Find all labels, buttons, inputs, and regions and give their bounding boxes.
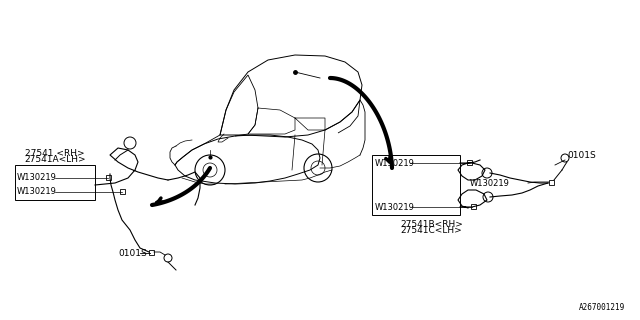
- Bar: [120, 189, 125, 194]
- Text: 27541C<LH>: 27541C<LH>: [400, 226, 461, 235]
- Text: 27541A<LH>: 27541A<LH>: [24, 155, 86, 164]
- Text: A267001219: A267001219: [579, 303, 625, 312]
- Text: 27541B<RH>: 27541B<RH>: [400, 220, 463, 229]
- Bar: [106, 175, 111, 180]
- Text: W130219: W130219: [375, 203, 415, 212]
- Text: 0101S: 0101S: [567, 150, 596, 159]
- Text: 27541 <RH>: 27541 <RH>: [25, 149, 85, 158]
- Text: W130219: W130219: [375, 158, 415, 167]
- Text: 0101S: 0101S: [118, 249, 147, 258]
- Bar: [471, 204, 476, 209]
- Bar: [149, 250, 154, 255]
- Text: W130219: W130219: [470, 179, 510, 188]
- Bar: [549, 180, 554, 185]
- Text: W130219: W130219: [17, 173, 57, 182]
- Text: W130219: W130219: [17, 188, 57, 196]
- Bar: [467, 160, 472, 165]
